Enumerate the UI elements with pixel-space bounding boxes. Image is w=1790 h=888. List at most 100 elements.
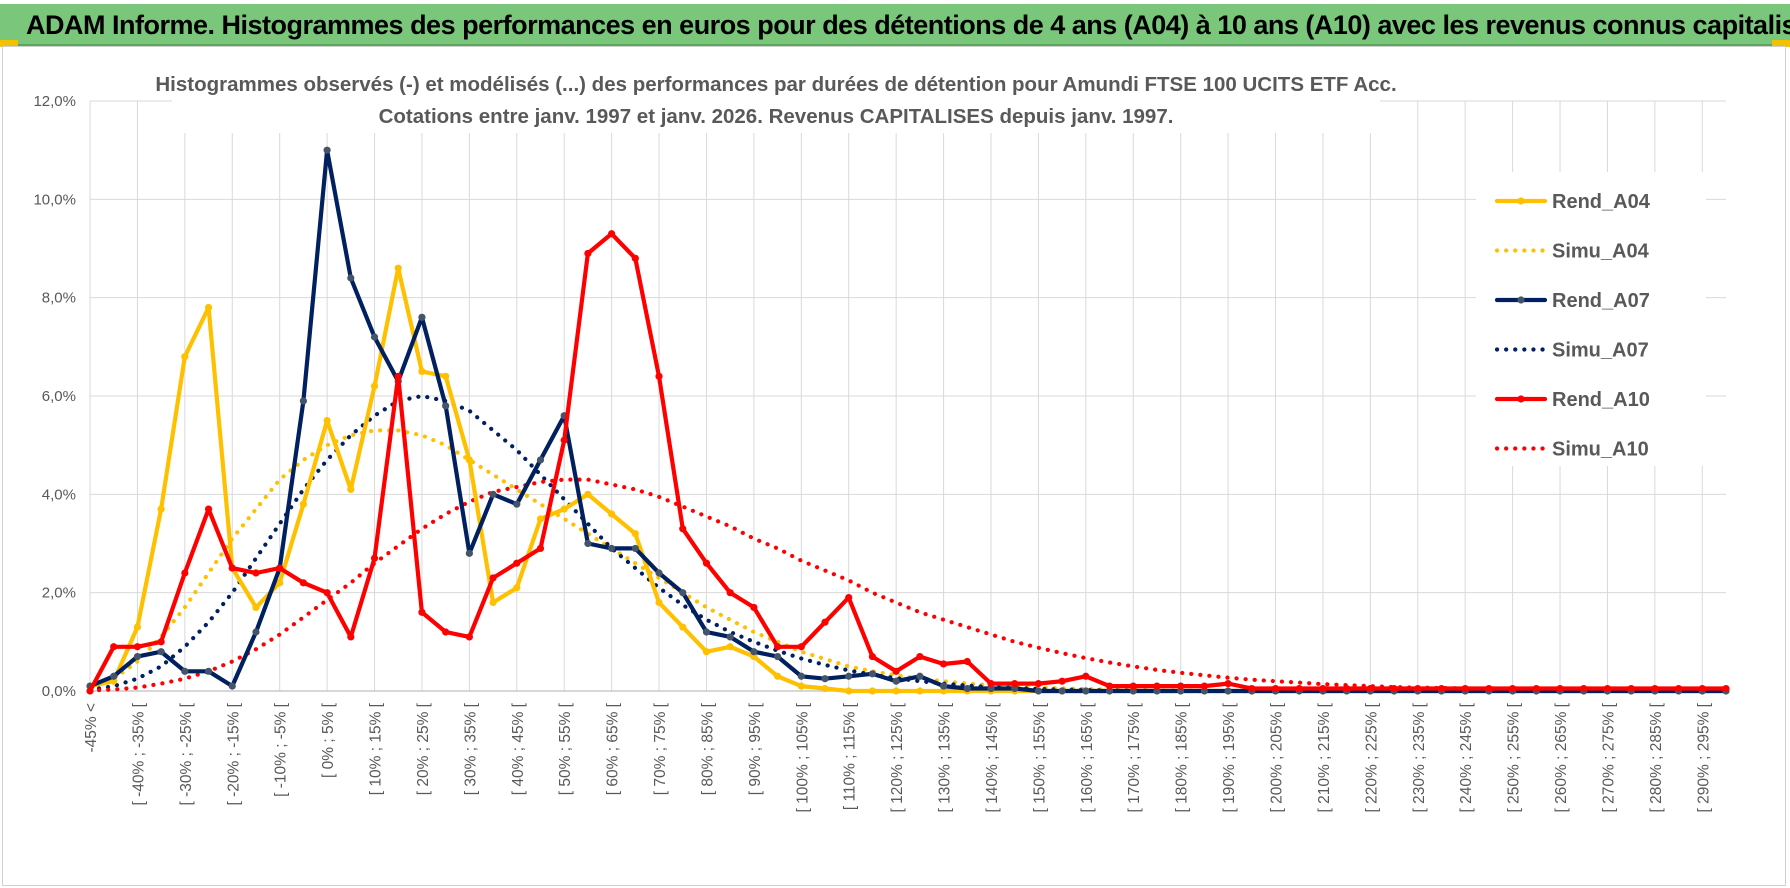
data-point (726, 589, 734, 597)
data-point (323, 589, 331, 597)
data-point (1414, 684, 1422, 693)
data-point (1034, 687, 1043, 695)
data-point (963, 657, 971, 666)
y-tick-label: 8,0% (42, 290, 76, 307)
data-point (1722, 684, 1730, 693)
legend-marker (1517, 197, 1525, 205)
x-tick-label: [ 70% ; 75% [ (652, 702, 669, 795)
x-tick-label: [ 180% ; 185% [ (1174, 702, 1191, 812)
data-point (1556, 684, 1564, 693)
data-point (442, 402, 450, 410)
legend-label: Simu_A10 (1552, 439, 1649, 461)
data-point (845, 672, 853, 680)
data-point (655, 569, 663, 577)
data-point (1319, 684, 1327, 693)
data-point (916, 687, 924, 695)
x-tick-label: [ -40% ; -35% [ (130, 702, 147, 805)
series-line (87, 148, 1729, 694)
data-point (1058, 677, 1066, 685)
data-point (1248, 684, 1256, 693)
data-point (1177, 682, 1185, 690)
data-point (204, 505, 213, 513)
data-point (1603, 684, 1612, 693)
data-point (276, 579, 284, 587)
data-point (702, 648, 711, 656)
y-tick-label: 0,0% (42, 683, 76, 700)
x-tick-label: [ 280% ; 285% [ (1648, 702, 1665, 812)
data-point (204, 303, 213, 312)
x-tick-label: [ 10% ; 15% [ (368, 702, 385, 795)
data-point (845, 593, 853, 602)
x-tick-label: [ -20% ; -15% [ (225, 702, 242, 805)
x-tick-label: [ 80% ; 85% [ (699, 702, 716, 795)
x-tick-label: [ 230% ; 235% [ (1411, 702, 1428, 812)
x-tick-label: [ 170% ; 175% [ (1126, 702, 1143, 812)
data-point (465, 456, 473, 464)
data-point (1366, 684, 1374, 693)
banner-corner-left (0, 40, 18, 47)
legend-marker (1517, 395, 1525, 403)
data-point (1509, 684, 1517, 693)
banner-corner-right (1772, 40, 1790, 47)
legend-marker (1517, 296, 1525, 304)
data-point (773, 652, 782, 661)
data-point (252, 628, 260, 636)
data-point (370, 382, 379, 390)
data-point (394, 264, 402, 272)
y-axis-ticks: 0,0% 2,0% 4,0% 6,0% 8,0% 10,0% 12,0% (33, 93, 76, 700)
x-tick-label: [ 260% ; 265% [ (1553, 702, 1570, 812)
data-point (1437, 684, 1446, 693)
data-point (1058, 687, 1066, 695)
data-point (86, 687, 94, 695)
chart-title-block: Histogrammes observés (-) et modélisés (… (155, 63, 1397, 133)
data-point (821, 684, 829, 693)
legend-item: Simu_A07 (1494, 340, 1649, 362)
banner-title: ADAM Informe. Histogrammes des performan… (26, 10, 1790, 40)
data-point (442, 628, 450, 636)
data-point (1200, 682, 1208, 690)
chart-subtitle: Cotations entre janv. 1997 et janv. 2026… (379, 105, 1174, 128)
data-point (750, 603, 758, 612)
legend-item: Rend_A10 (1494, 389, 1650, 411)
legend-item: Rend_A04 (1494, 191, 1651, 213)
legend-item: Rend_A07 (1494, 290, 1650, 312)
data-point (323, 416, 331, 425)
data-point (868, 687, 877, 695)
data-point (1295, 684, 1303, 693)
data-point (133, 652, 142, 661)
data-point (702, 628, 711, 636)
x-tick-label: [ -10% ; -5% [ (273, 702, 290, 797)
data-point (821, 675, 829, 683)
data-point (702, 559, 711, 567)
data-point (1485, 684, 1493, 693)
data-point (442, 372, 450, 380)
data-point (228, 682, 236, 690)
y-tick-label: 10,0% (33, 191, 76, 208)
data-point (110, 643, 118, 651)
data-point (1082, 687, 1090, 695)
series-Simu_A10 (87, 477, 1729, 693)
data-point (513, 559, 521, 567)
data-point (1532, 684, 1540, 693)
data-point (584, 490, 592, 498)
data-point (513, 500, 521, 508)
data-point (679, 525, 687, 533)
y-tick-label: 2,0% (42, 585, 76, 602)
data-point (465, 549, 473, 557)
data-point (299, 500, 307, 508)
x-tick-label: [ -30% ; -25% [ (178, 702, 195, 805)
legend-background (1476, 172, 1706, 466)
data-point (299, 397, 307, 405)
data-point (181, 667, 189, 675)
data-point (1011, 680, 1019, 688)
data-point (133, 643, 142, 651)
legend-label: Rend_A07 (1552, 290, 1650, 312)
legend-label: Simu_A07 (1552, 340, 1649, 362)
x-tick-label: [ 120% ; 125% [ (889, 702, 906, 812)
data-point (1271, 684, 1280, 693)
data-point (1343, 684, 1351, 693)
legend: Rend_A04 Simu_A04 Rend_A07 Simu_A07 Rend_A10… (1476, 172, 1706, 466)
x-tick-label: [ 40% ; 45% [ (510, 702, 527, 795)
legend-label: Simu_A04 (1552, 241, 1650, 263)
